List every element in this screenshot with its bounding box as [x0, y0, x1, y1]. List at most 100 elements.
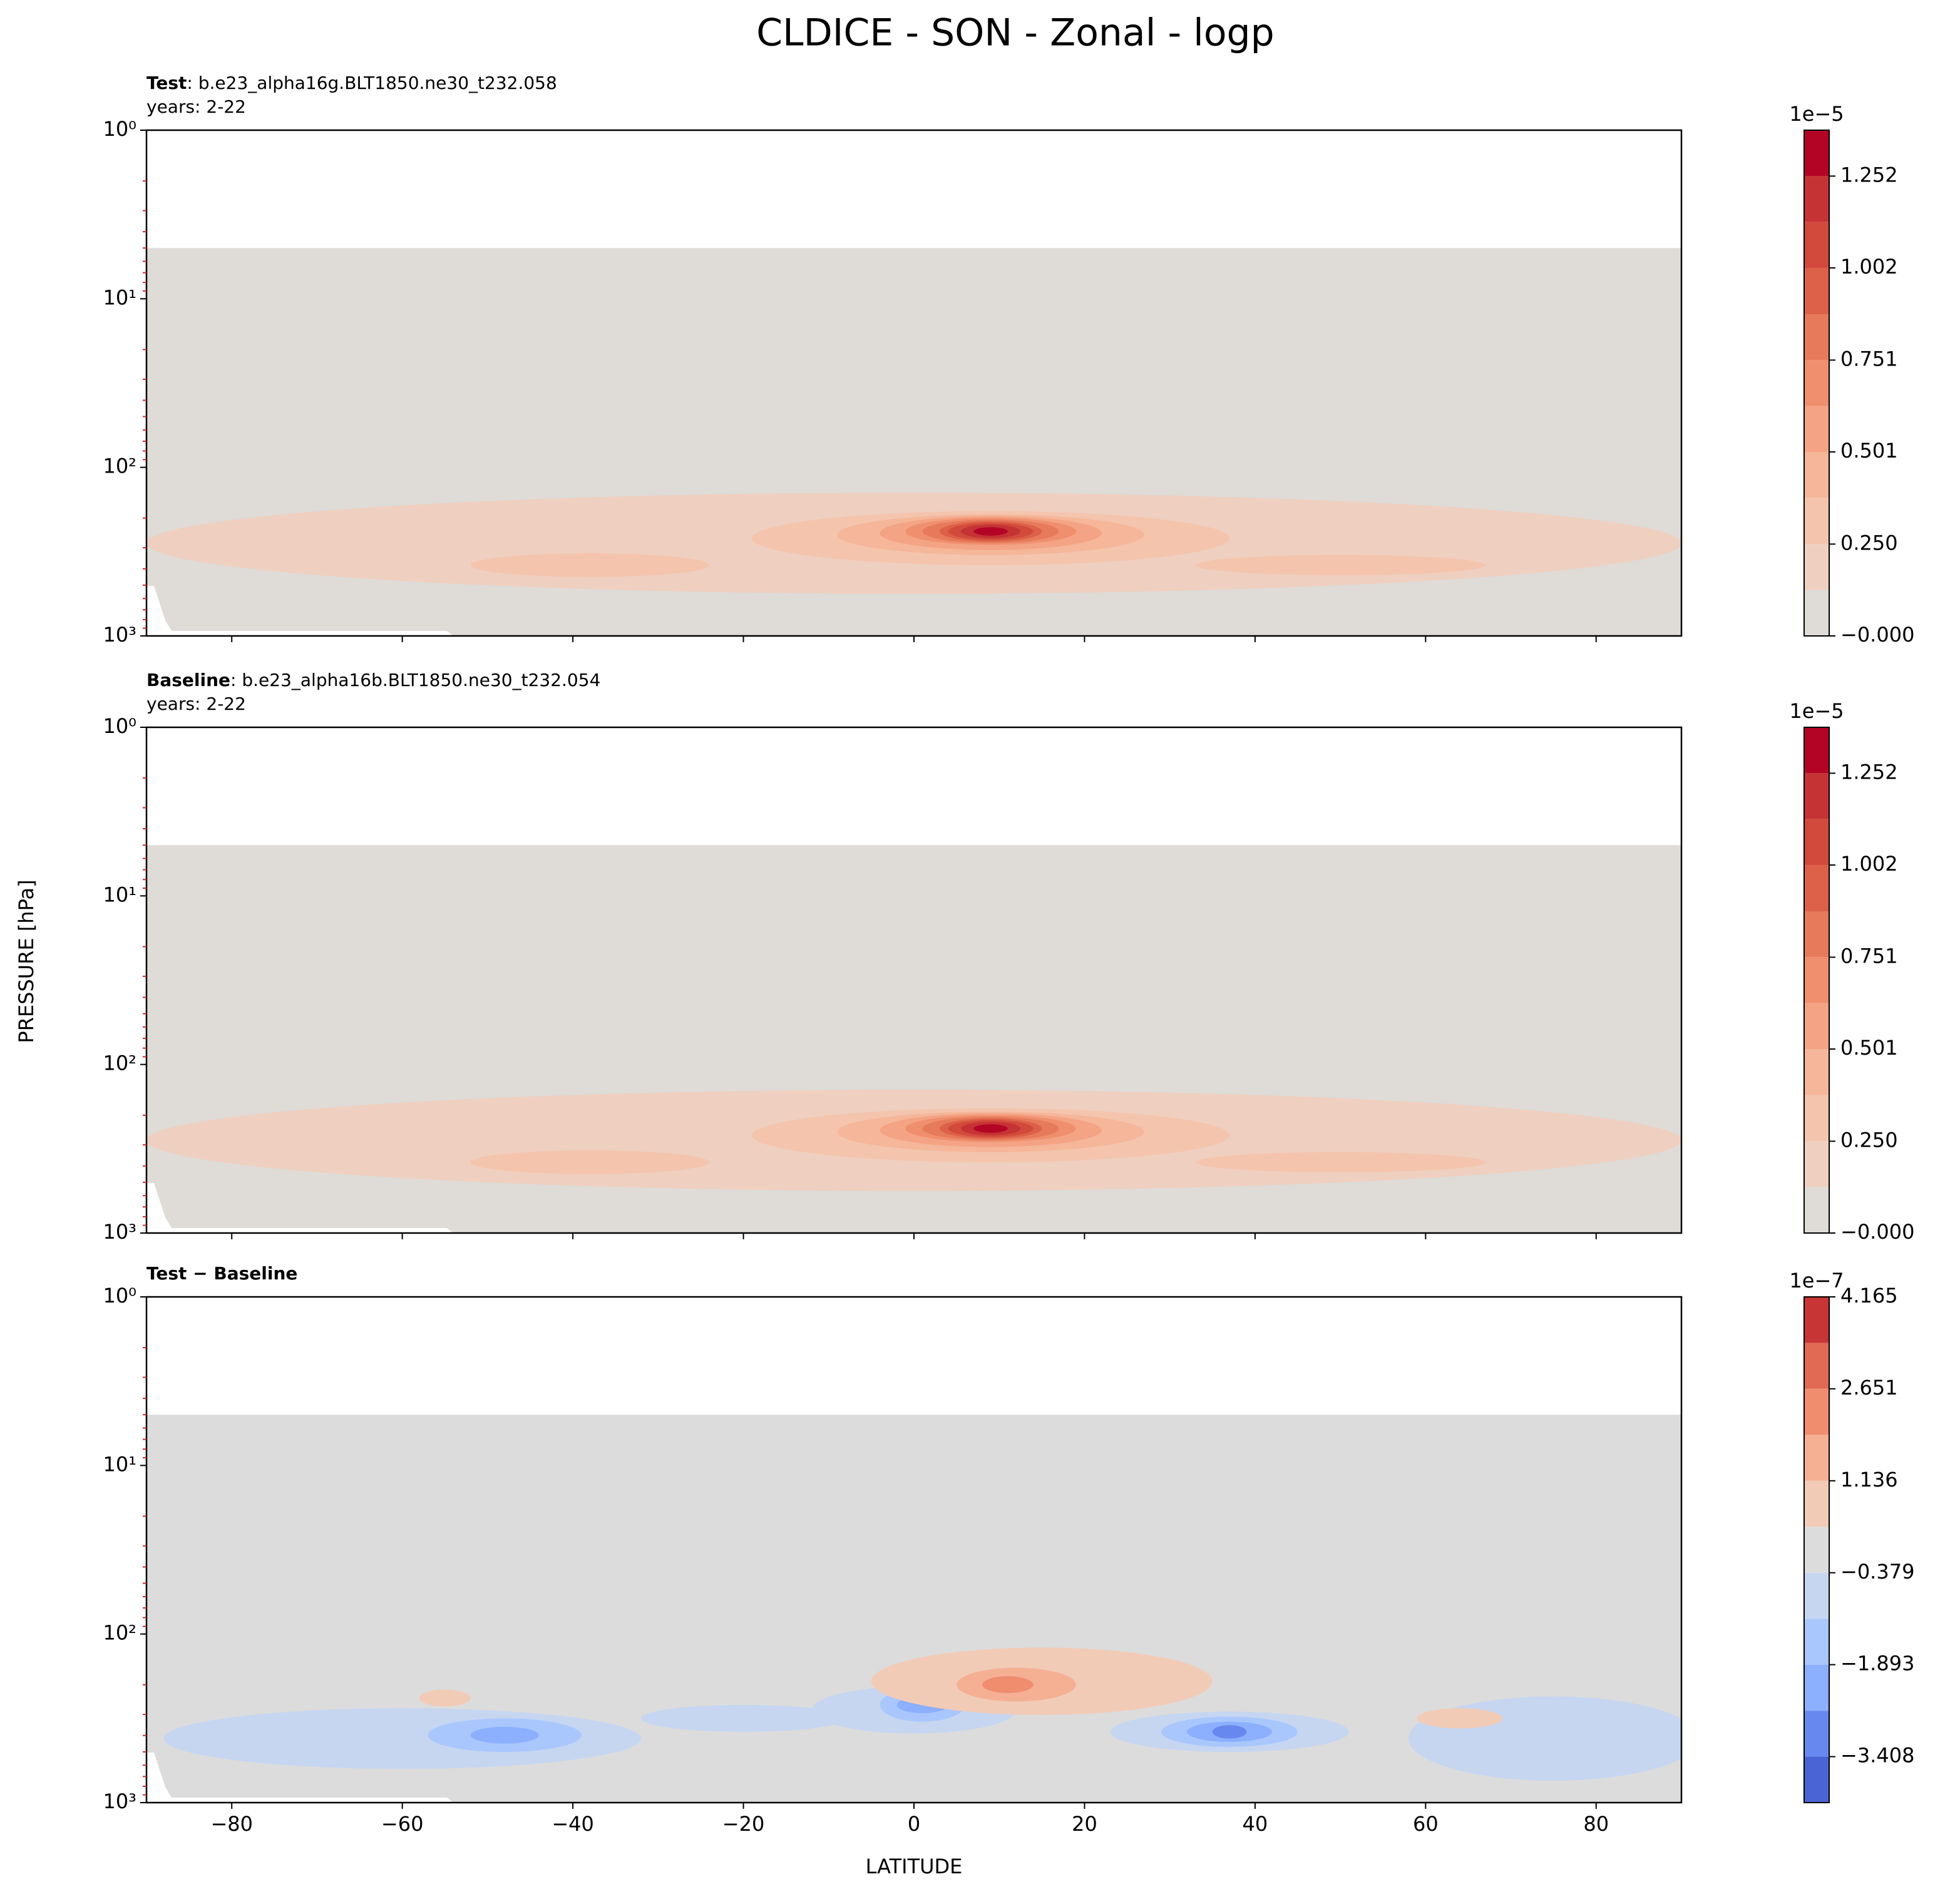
colorbar-band	[1804, 1711, 1829, 1757]
contour-fill	[641, 1704, 846, 1732]
x-tick-label: −40	[552, 1812, 594, 1836]
panel-label: Baseline: b.e23_alpha16b.BLT1850.ne30_t2…	[146, 670, 600, 690]
missing-region	[146, 1183, 453, 1233]
colorbar-tick-label: 0.501	[1840, 439, 1898, 463]
colorbar-band	[1804, 498, 1829, 545]
contour-fill	[1417, 1708, 1502, 1729]
colorbar-tick-label: 1.252	[1840, 163, 1898, 187]
colorbar-band	[1804, 957, 1829, 1003]
colorbar-tick-label: −1.893	[1840, 1652, 1914, 1676]
contour-fill	[982, 1676, 1034, 1693]
contour-fill	[1212, 1725, 1247, 1739]
colorbar-band	[1804, 1756, 1829, 1803]
colorbar-tick-label: 0.250	[1840, 531, 1898, 555]
colorbar-band	[1804, 1297, 1829, 1343]
colorbar-tick-label: 0.751	[1840, 347, 1898, 371]
panel-label: Test − Baseline	[146, 1263, 297, 1284]
contour-fill	[973, 1124, 1008, 1133]
missing-region	[146, 1753, 453, 1803]
colorbar-tick-label: 0.501	[1840, 1036, 1898, 1060]
colorbar-band	[1804, 1388, 1829, 1435]
panel-label-text: : b.e23_alpha16b.BLT1850.ne30_t232.054	[230, 670, 600, 690]
colorbar-band	[1804, 1572, 1829, 1619]
panel-years: years: 2-22	[146, 694, 246, 714]
contour-fill	[470, 1726, 539, 1744]
colorbar-band	[1804, 1435, 1829, 1481]
colorbar-band	[1804, 911, 1829, 958]
y-tick-label: 10²	[103, 1621, 136, 1645]
x-axis-label: LATITUDE	[866, 1855, 963, 1878]
colorbar-band	[1804, 1619, 1829, 1665]
colorbar-band	[1804, 1049, 1829, 1095]
colorbar-band	[1804, 1095, 1829, 1142]
y-axis-label: PRESSURE [hPa]	[14, 879, 38, 1043]
x-tick-label: −60	[381, 1812, 424, 1836]
colorbar-tick-label: −0.000	[1840, 623, 1914, 647]
x-tick-label: −20	[722, 1812, 765, 1836]
colorbar-tick-label: 1.252	[1840, 760, 1898, 784]
y-tick-label: 10³	[103, 1220, 136, 1244]
colorbar-band	[1804, 1187, 1829, 1233]
contour-fill	[1195, 555, 1485, 576]
panel-label-bold: Test	[146, 73, 187, 93]
contour-fill	[419, 1689, 471, 1707]
colorbar-offset: 1e−5	[1789, 699, 1844, 723]
y-tick-label: 10²	[103, 454, 136, 478]
contour-fill	[1195, 1152, 1485, 1173]
colorbar-frame	[1804, 727, 1830, 1234]
missing-region	[146, 586, 453, 636]
y-tick-label: 10⁰	[103, 1284, 136, 1308]
colorbar-band	[1804, 268, 1829, 314]
colorbar-band	[1804, 1343, 1829, 1389]
figure-title: CLDICE - SON - Zonal - logp	[756, 11, 1274, 55]
colorbar-offset: 1e−7	[1789, 1269, 1844, 1292]
y-tick-label: 10¹	[103, 1452, 136, 1476]
colorbar-tick-label: 1.002	[1840, 852, 1898, 876]
plot-area	[146, 845, 1681, 1233]
colorbar-tick-label: 1.002	[1840, 255, 1898, 279]
colorbar-band	[1804, 176, 1829, 222]
panel-label: Test: b.e23_alpha16g.BLT1850.ne30_t232.0…	[146, 73, 557, 93]
x-tick-label: 0	[908, 1812, 920, 1836]
colorbar-band	[1804, 1527, 1829, 1573]
y-tick-label: 10³	[103, 1789, 136, 1813]
colorbar-band	[1804, 773, 1829, 819]
y-tick-label: 10²	[103, 1052, 136, 1075]
y-tick-label: 10⁰	[103, 117, 136, 141]
colorbar-tick-label: −0.379	[1840, 1560, 1914, 1584]
colorbar-band	[1804, 1664, 1829, 1711]
panel-years: years: 2-22	[146, 96, 246, 117]
colorbar-tick-label: 0.250	[1840, 1128, 1898, 1152]
colorbar-band	[1804, 590, 1829, 636]
colorbar-band	[1804, 1141, 1829, 1187]
y-tick-label: 10¹	[103, 285, 136, 309]
y-tick-label: 10⁰	[103, 714, 136, 738]
colorbar-tick-label: 1.136	[1840, 1468, 1898, 1492]
colorbar-band	[1804, 314, 1829, 361]
colorbar-tick-label: 4.165	[1840, 1284, 1898, 1308]
colorbar-offset: 1e−5	[1789, 102, 1844, 126]
colorbar-tick-label: 2.651	[1840, 1376, 1898, 1400]
contour-fill	[470, 1150, 710, 1174]
x-tick-label: 20	[1072, 1812, 1097, 1836]
colorbar-frame	[1804, 130, 1830, 637]
colorbar-band	[1804, 865, 1829, 911]
colorbar-band	[1804, 360, 1829, 406]
colorbar-band	[1804, 222, 1829, 269]
panel-label-bold: Test − Baseline	[146, 1263, 297, 1284]
colorbar-band	[1804, 406, 1829, 453]
x-tick-label: 40	[1243, 1812, 1268, 1836]
contour-fill	[973, 527, 1008, 536]
colorbar-band	[1804, 727, 1829, 774]
colorbar-band	[1804, 544, 1829, 590]
plot-area	[146, 248, 1681, 636]
panel-label-bold: Baseline	[146, 670, 230, 690]
colorbar-tick-label: −0.000	[1840, 1220, 1914, 1244]
colorbar-band	[1804, 452, 1829, 498]
x-tick-label: 80	[1583, 1812, 1609, 1836]
colorbar-band	[1804, 1480, 1829, 1527]
y-tick-label: 10³	[103, 623, 136, 647]
x-tick-label: 60	[1413, 1812, 1439, 1836]
x-tick-label: −80	[210, 1812, 253, 1836]
